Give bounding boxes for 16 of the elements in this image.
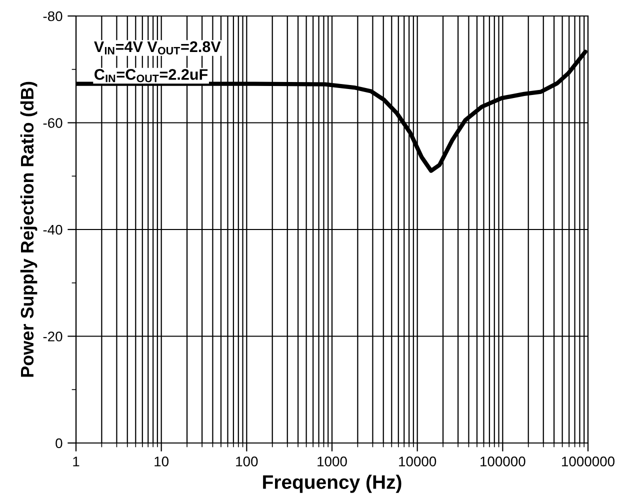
y-tick-label: -60: [43, 118, 62, 128]
x-tick-label: 1000: [318, 456, 347, 466]
y-tick-label: 0: [56, 438, 62, 448]
x-tick-label: 1000000: [562, 456, 614, 466]
x-tick-label: 10: [154, 456, 169, 466]
annotation: V$_{IN}$=4V V$_{OUT}$=2.8V: [94, 41, 221, 54]
x-axis-title: Frequency (Hz): [263, 474, 402, 493]
y-axis-title: Power Supply Rejection Ratio (dB): [20, 82, 38, 377]
annotation: C$_{IN}$=C$_{OUT}$=2.2uF: [94, 69, 208, 82]
x-tick-label: 100000: [480, 456, 526, 466]
y-tick-label: -40: [43, 224, 62, 235]
x-tick-label: 100: [236, 456, 258, 466]
x-tick-label: 1: [73, 456, 80, 466]
y-tick-label: -80: [43, 11, 62, 22]
y-tick-label: -20: [43, 332, 62, 342]
x-tick-label: 10000: [399, 456, 436, 466]
